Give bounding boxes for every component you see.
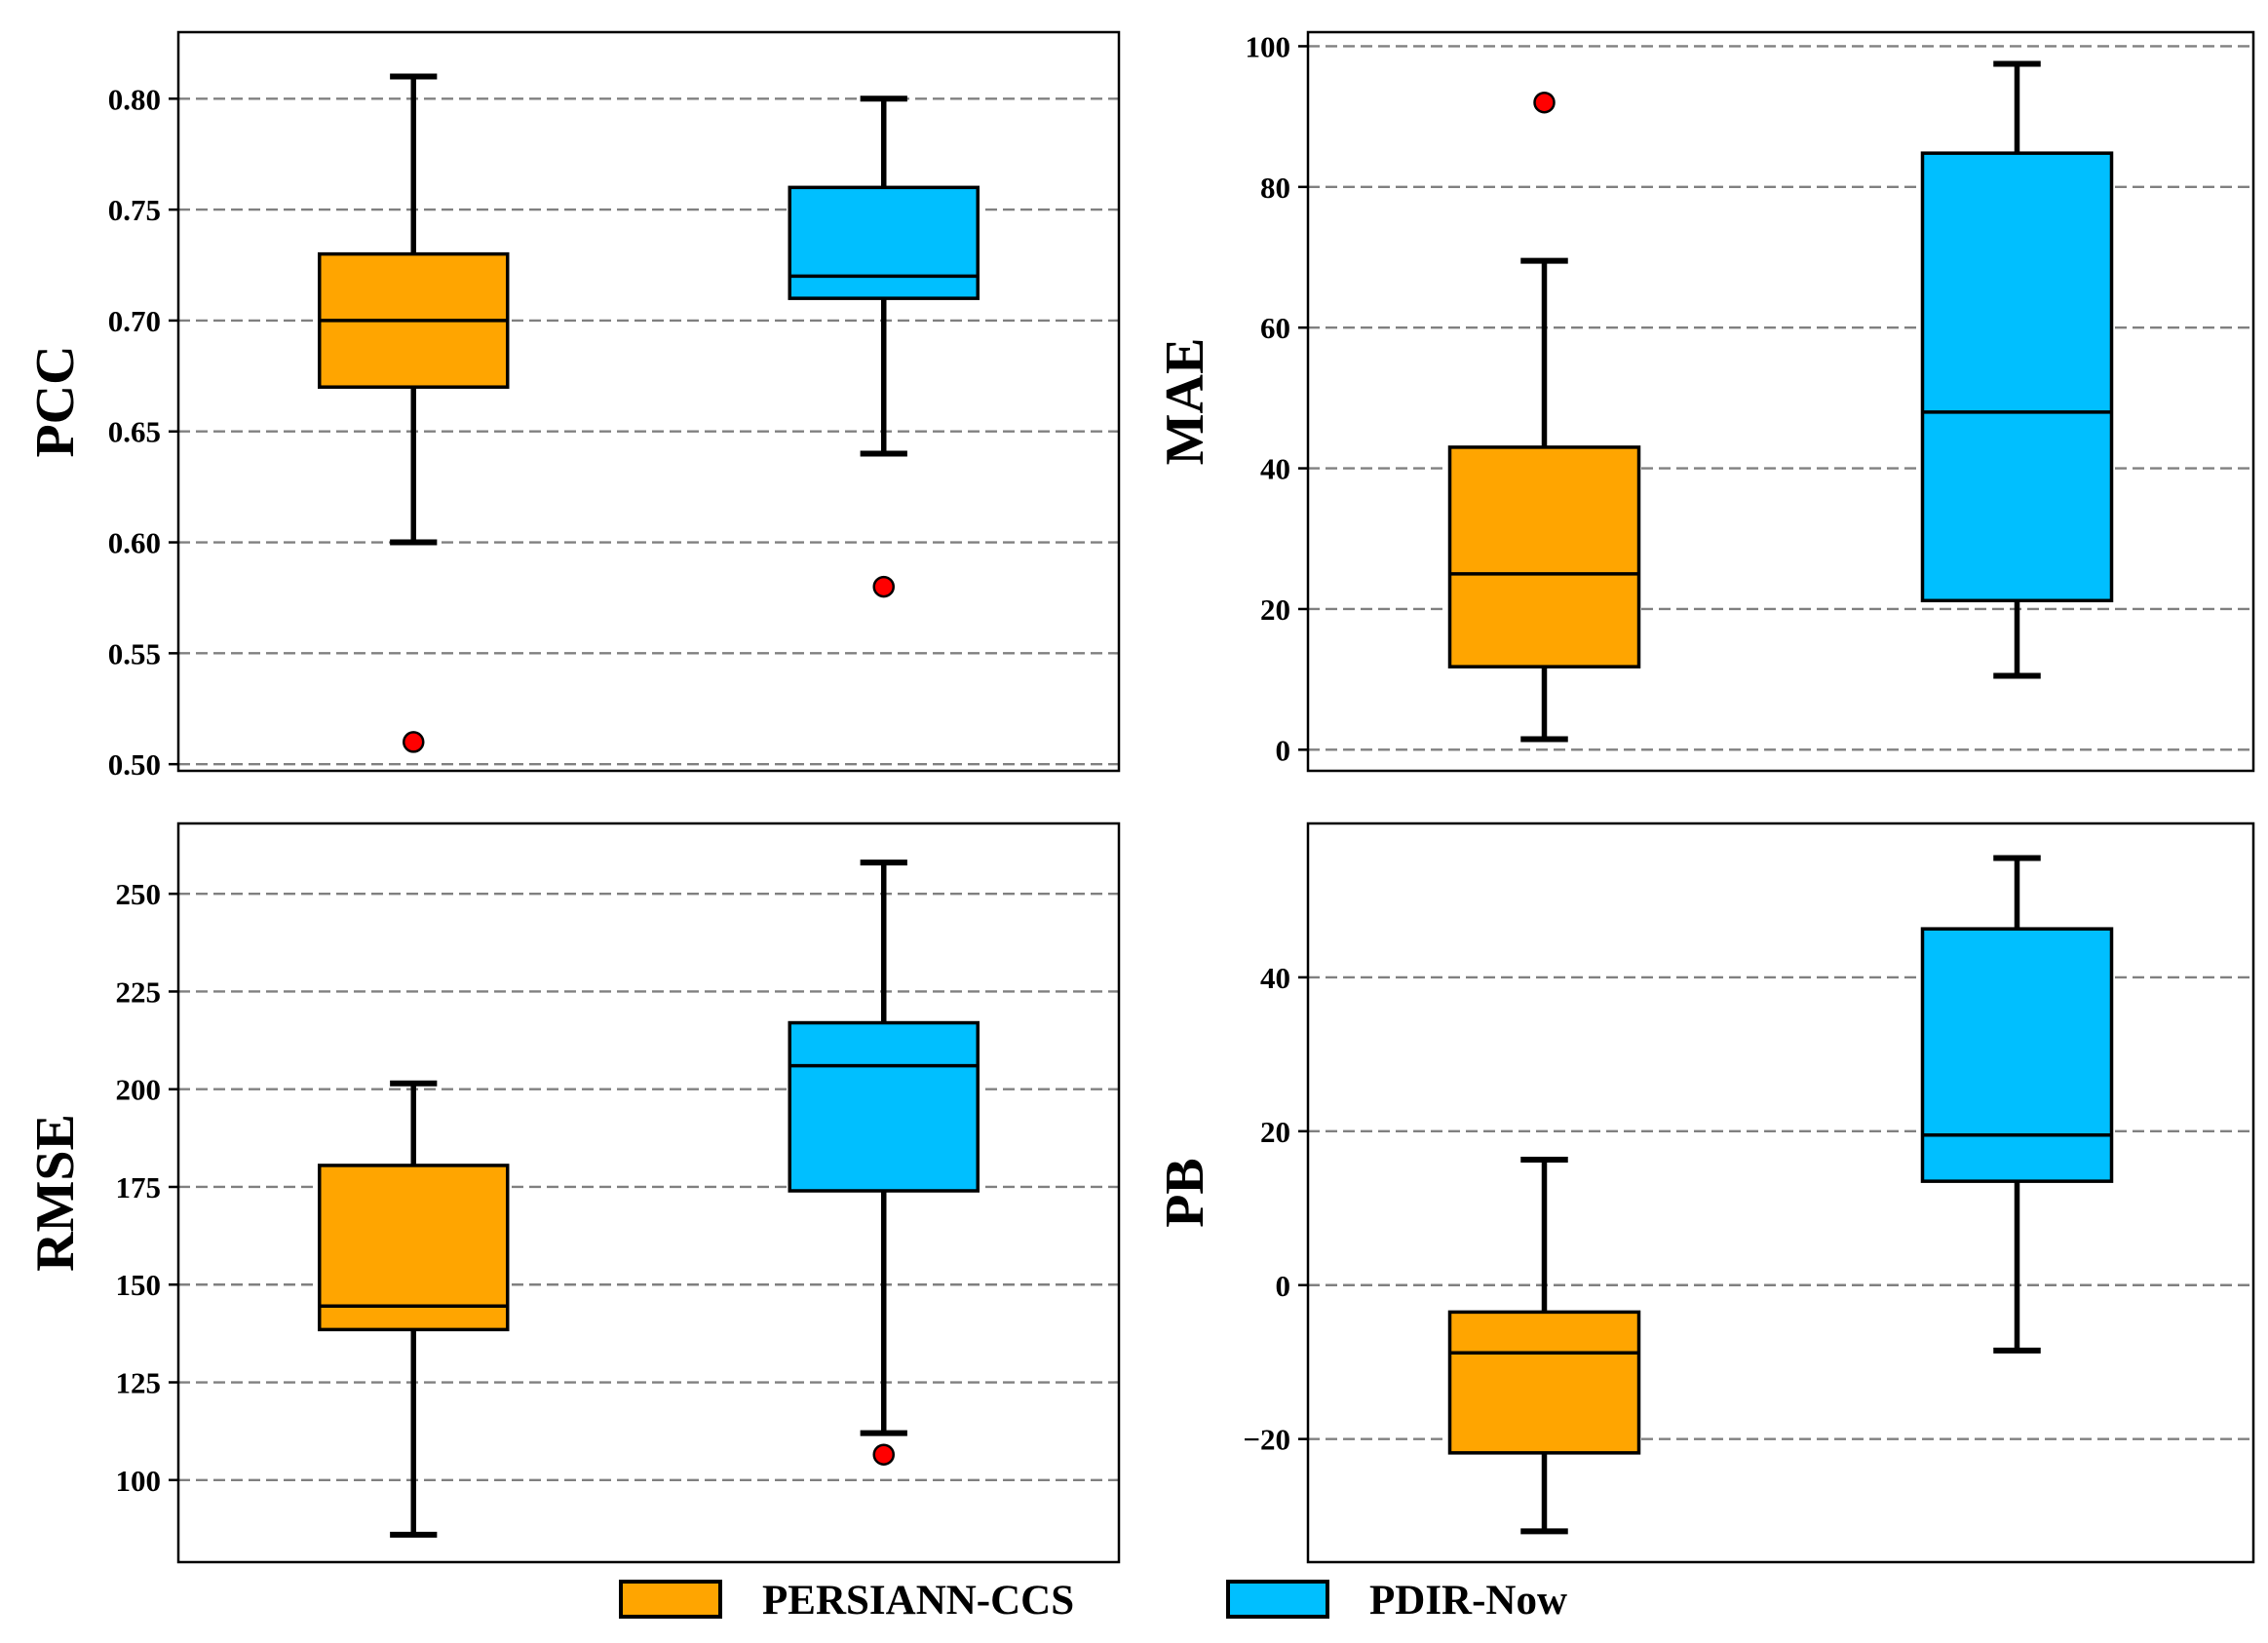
pb-ytick-label: 40 — [1260, 961, 1290, 995]
pb-ytick-label: 20 — [1260, 1115, 1290, 1149]
mae-persiann-ccs-outlier — [1533, 91, 1556, 114]
mae-ytick-label: 0 — [1276, 733, 1291, 767]
legend: PERSIANN-CCS PDIR-Now — [619, 1578, 1567, 1624]
mae-ytick-label: 40 — [1260, 452, 1290, 486]
pcc-ytick-label: 0.75 — [108, 193, 161, 227]
pb-frame — [1306, 822, 2255, 1564]
panel-pcc: 0.50 0.55 0.60 0.65 0.70 0.75 0.80 PCC — [25, 30, 1121, 782]
rmse-pdir-now-outlier — [872, 1443, 895, 1466]
mae-frame — [1306, 30, 2255, 773]
pcc-ylabel: PCC — [25, 345, 86, 457]
rmse-frame — [176, 822, 1121, 1564]
rmse-ytick-label: 225 — [116, 974, 162, 1009]
pb-persiann-ccs-box — [1447, 1310, 1641, 1455]
pcc-ytick-label: 0.60 — [108, 526, 161, 560]
rmse-ylabel: RMSE — [25, 1114, 86, 1272]
panel-pb: −20 0 20 40 PB — [1155, 822, 2255, 1564]
mae-persiann-ccs-box — [1447, 445, 1641, 669]
mae-ytick-label: 80 — [1260, 171, 1290, 205]
pcc-ytick-label: 0.70 — [108, 304, 161, 338]
rmse-ytick-label: 250 — [116, 877, 162, 911]
pcc-ytick-label: 0.55 — [108, 636, 161, 670]
pcc-pdir-now-box — [788, 185, 980, 300]
rmse-pdir-now-box — [788, 1020, 980, 1193]
mae-ytick-label: 100 — [1246, 29, 1291, 63]
mae-pdir-now-box — [1920, 151, 2114, 603]
rmse-ytick-label: 150 — [116, 1268, 162, 1302]
rmse-ytick-label: 200 — [116, 1073, 162, 1107]
pb-ytick-label: −20 — [1243, 1423, 1290, 1457]
legend-swatch-pdir-now — [1226, 1580, 1329, 1619]
pcc-persiann-ccs-outlier — [403, 731, 425, 753]
pcc-pdir-now-outlier — [872, 575, 895, 598]
mae-ytick-label: 60 — [1260, 311, 1290, 345]
legend-label-persiann-ccs: PERSIANN-CCS — [762, 1578, 1074, 1624]
rmse-ytick-label: 100 — [116, 1464, 162, 1498]
pb-ytick-label: 0 — [1276, 1269, 1291, 1303]
mae-ytick-label: 20 — [1260, 592, 1290, 627]
pcc-ytick-label: 0.80 — [108, 82, 161, 116]
pcc-ytick-label: 0.65 — [108, 415, 161, 449]
pcc-ytick-label: 0.50 — [108, 747, 161, 782]
panel-mae: 0 20 40 60 80 100 MAE — [1155, 29, 2255, 773]
mae-ylabel: MAE — [1155, 338, 1215, 466]
legend-label-pdir-now: PDIR-Now — [1369, 1578, 1567, 1624]
pcc-frame — [176, 30, 1121, 773]
rmse-persiann-ccs-box — [318, 1164, 510, 1332]
rmse-ytick-label: 125 — [116, 1366, 162, 1400]
legend-swatch-persiann-ccs — [619, 1580, 722, 1619]
rmse-ytick-label: 175 — [116, 1170, 162, 1204]
panel-rmse: 100 125 150 175 200 225 250 RMSE — [25, 822, 1121, 1564]
pb-pdir-now-box — [1920, 927, 2114, 1183]
pb-ylabel: PB — [1155, 1158, 1215, 1228]
